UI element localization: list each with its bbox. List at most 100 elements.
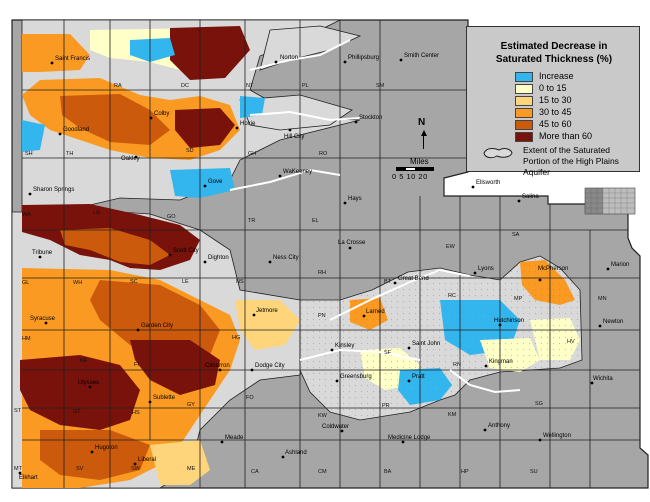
city-label: Oakley bbox=[121, 156, 140, 162]
city-label: Hugoton bbox=[95, 445, 118, 451]
city-label: Coldwater bbox=[322, 424, 349, 430]
county-label: PN bbox=[318, 313, 326, 319]
county-label: TH bbox=[66, 151, 73, 157]
city-label: Jetmore bbox=[256, 308, 278, 314]
county-label: TR bbox=[248, 218, 255, 224]
city-label: Dighton bbox=[208, 255, 229, 261]
city-label: Great Bend bbox=[398, 276, 429, 282]
county-label: SF bbox=[384, 350, 392, 356]
city-label: Pratt bbox=[412, 374, 425, 380]
county-label: KM bbox=[448, 412, 457, 418]
legend-label: 0 to 15 bbox=[539, 83, 567, 93]
county-label: GY bbox=[187, 402, 195, 408]
legend-swatch bbox=[515, 72, 533, 82]
aquifer-pattern bbox=[300, 256, 582, 420]
county-label: MT bbox=[14, 466, 23, 472]
county-label: EW bbox=[446, 244, 456, 250]
county-label: HP bbox=[461, 469, 469, 475]
city-label: Sublette bbox=[153, 395, 176, 401]
county-label: GT bbox=[73, 409, 81, 415]
county-label: HV bbox=[567, 339, 575, 345]
city-label: Saint Francis bbox=[55, 56, 90, 62]
city-label: Kingman bbox=[489, 359, 513, 365]
city-label: Marion bbox=[611, 262, 629, 268]
county-label: CM bbox=[318, 469, 327, 475]
scale-title: Miles bbox=[410, 157, 429, 166]
county-label: CA bbox=[251, 469, 259, 475]
north-arrow-stem bbox=[423, 135, 424, 149]
legend-label: 45 to 60 bbox=[539, 119, 572, 129]
county-label: RA bbox=[114, 83, 122, 89]
county-label: MP bbox=[514, 296, 523, 302]
county-label: SM bbox=[376, 83, 385, 89]
north-arrow-head bbox=[421, 130, 427, 136]
city-label: Meade bbox=[225, 435, 244, 441]
city-markers bbox=[18, 58, 610, 475]
county-label: EL bbox=[312, 218, 319, 224]
county-label: KE bbox=[80, 358, 88, 364]
scale-bar-graphic bbox=[396, 167, 434, 171]
county-label: RN bbox=[453, 362, 461, 368]
legend-title-line1: Estimated Decrease in bbox=[500, 41, 608, 52]
county-label: HG bbox=[232, 335, 240, 341]
county-label: SG bbox=[535, 401, 543, 407]
city-label: Wichita bbox=[593, 376, 613, 382]
city-label: Hoxie bbox=[240, 121, 256, 127]
city-label: Larned bbox=[366, 309, 385, 315]
county-label: SD bbox=[186, 148, 194, 154]
county-label: BA bbox=[384, 469, 392, 475]
city-label: Ashland bbox=[285, 450, 307, 456]
city-label: Syracuse bbox=[30, 316, 56, 322]
city-label: Liberal bbox=[138, 457, 156, 463]
city-label: Scott City bbox=[173, 248, 199, 254]
legend-swatch bbox=[515, 84, 533, 94]
city-label: La Crosse bbox=[338, 240, 366, 246]
county-label: HS bbox=[132, 410, 140, 416]
city-label: WaKeeney bbox=[283, 169, 312, 175]
city-label: Smith Center bbox=[404, 53, 439, 59]
city-label: Dodge City bbox=[255, 363, 285, 369]
legend-label: 30 to 45 bbox=[539, 107, 572, 117]
county-label: KW bbox=[318, 413, 328, 419]
city-label: Greensburg bbox=[340, 374, 372, 380]
county-label: RO bbox=[319, 151, 328, 157]
county-label: LE bbox=[182, 279, 189, 285]
county-label: GL bbox=[22, 280, 29, 286]
county-label: SH bbox=[25, 151, 33, 157]
county-label: GH bbox=[248, 151, 256, 157]
legend-aquifer-note: Extent of the Saturated Portion of the H… bbox=[523, 145, 619, 177]
county-label: ME bbox=[187, 466, 196, 472]
legend-swatch bbox=[515, 108, 533, 118]
city-label: Phillipsburg bbox=[348, 55, 379, 61]
county-label: SV bbox=[76, 466, 84, 472]
legend: Estimated Decrease in Saturated Thicknes… bbox=[466, 26, 640, 177]
county-label: FI bbox=[134, 362, 139, 368]
city-label: Ness City bbox=[273, 255, 299, 261]
county-label: RH bbox=[318, 270, 326, 276]
county-label: WA bbox=[22, 212, 31, 218]
county-label: NT bbox=[246, 83, 254, 89]
city-label: Ulysses bbox=[78, 380, 99, 386]
county-label: WH bbox=[73, 280, 82, 286]
county-label: DC bbox=[181, 83, 189, 89]
city-label: Hutchinson bbox=[494, 318, 524, 324]
city-label: Cimarron bbox=[205, 363, 230, 369]
kansas-locator-inset bbox=[584, 186, 636, 216]
legend-swatch bbox=[515, 120, 533, 130]
county-label: ST bbox=[14, 408, 22, 414]
county-boundaries bbox=[22, 20, 640, 488]
city-label: Wellington bbox=[543, 433, 571, 439]
county-label: FO bbox=[246, 395, 254, 401]
legend-title-line2: Saturated Thickness (%) bbox=[495, 54, 613, 65]
county-label: NS bbox=[236, 279, 244, 285]
county-label: HM bbox=[22, 336, 31, 342]
city-label: Colby bbox=[154, 111, 169, 117]
city-label: Salina bbox=[522, 194, 539, 200]
city-label: Kinsley bbox=[335, 343, 354, 349]
city-label: Garden City bbox=[141, 323, 173, 329]
city-label: Medicine Lodge bbox=[388, 435, 431, 441]
county-label: LG bbox=[93, 210, 100, 216]
legend-label: Increase bbox=[539, 71, 574, 81]
